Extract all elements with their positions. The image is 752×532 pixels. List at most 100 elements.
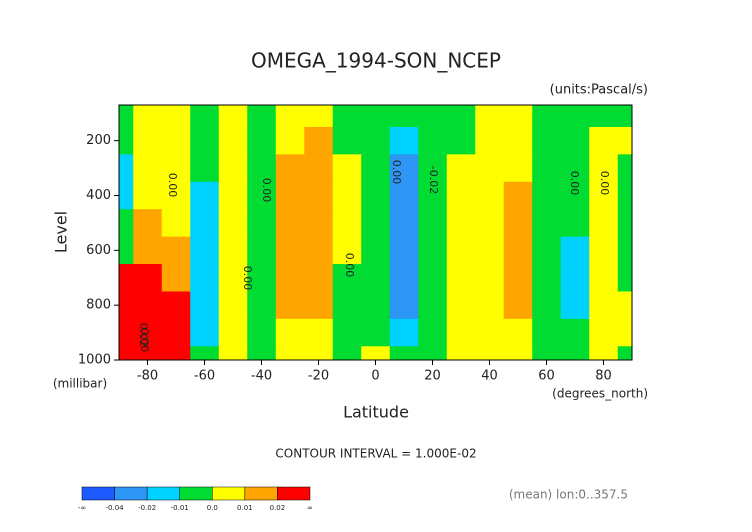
contour-cell bbox=[218, 105, 248, 128]
contour-cell bbox=[133, 318, 163, 347]
contour-cell bbox=[161, 105, 191, 128]
contour-cell bbox=[275, 318, 305, 347]
contour-label: 0.00 bbox=[241, 266, 254, 291]
contour-cell bbox=[190, 105, 220, 128]
contour-cell bbox=[446, 291, 476, 320]
contour-cell bbox=[247, 318, 277, 347]
contour-cell bbox=[332, 264, 362, 292]
contour-cell bbox=[133, 346, 163, 360]
x-tick-label: -20 bbox=[308, 369, 329, 384]
contour-cell bbox=[190, 291, 220, 320]
contour-cell bbox=[247, 236, 277, 265]
contour-cell bbox=[475, 209, 505, 238]
contour-cell bbox=[361, 181, 391, 210]
contour-cell bbox=[332, 236, 362, 265]
y-tick-label: 1000 bbox=[78, 353, 111, 368]
contour-cell bbox=[560, 264, 590, 292]
contour-cell bbox=[304, 154, 334, 183]
contour-cell bbox=[133, 181, 163, 210]
y-tick-label: 400 bbox=[86, 188, 111, 203]
colorbar-label: -0.02 bbox=[138, 504, 156, 512]
x-tick-label: 0 bbox=[371, 369, 379, 384]
colorbar-swatch bbox=[146, 486, 180, 501]
contour-cell bbox=[589, 181, 619, 210]
contour-label: 0.02 bbox=[137, 323, 150, 348]
contour-cell bbox=[119, 209, 134, 238]
colorbar-swatch bbox=[114, 486, 148, 501]
contour-label: 0.00 bbox=[390, 160, 403, 185]
contour-cell bbox=[161, 346, 191, 360]
contour-cell bbox=[218, 264, 248, 292]
contour-cell bbox=[275, 181, 305, 210]
contour-cell bbox=[361, 318, 391, 347]
contour-cell bbox=[418, 154, 448, 183]
contour-cell bbox=[560, 105, 590, 128]
contour-cell bbox=[361, 154, 391, 183]
y-axis-label: Level bbox=[52, 211, 71, 253]
contour-cell bbox=[560, 181, 590, 210]
contour-cell bbox=[218, 181, 248, 210]
x-tick-label: 60 bbox=[538, 369, 555, 384]
contour-cell bbox=[446, 105, 476, 128]
contour-cell bbox=[161, 209, 191, 238]
colorbar-swatch bbox=[81, 486, 115, 501]
contour-cell bbox=[446, 126, 476, 155]
contour-cell bbox=[190, 318, 220, 347]
colorbar-label: 0.0 bbox=[207, 504, 218, 512]
contour-cell bbox=[389, 318, 419, 347]
colorbar-swatch bbox=[244, 486, 278, 501]
contour-cell bbox=[218, 236, 248, 265]
contour-label: 0.00 bbox=[568, 171, 581, 196]
contour-cell bbox=[304, 105, 334, 128]
contour-cell bbox=[275, 154, 305, 183]
contour-cell bbox=[418, 181, 448, 210]
contour-cell bbox=[617, 105, 632, 128]
contour-cell bbox=[190, 346, 220, 360]
contour-cell bbox=[133, 236, 163, 265]
contour-cell bbox=[589, 105, 619, 128]
contour-cell bbox=[617, 346, 632, 360]
colorbar-label: -0.04 bbox=[106, 504, 125, 512]
field bbox=[119, 105, 632, 360]
contour-cell bbox=[503, 209, 533, 238]
x-axis-label: Latitude bbox=[343, 403, 409, 422]
contour-cell bbox=[247, 291, 277, 320]
contour-cell bbox=[119, 181, 134, 210]
contour-cell bbox=[503, 154, 533, 183]
x-tick-label: 20 bbox=[424, 369, 441, 384]
contour-cell bbox=[275, 126, 305, 155]
contour-cell bbox=[418, 105, 448, 128]
contour-cell bbox=[589, 346, 619, 360]
contour-cell bbox=[589, 126, 619, 155]
colorbar-label: 0.01 bbox=[237, 504, 253, 512]
contour-cell bbox=[361, 236, 391, 265]
contour-cell bbox=[532, 291, 562, 320]
colorbar-label: ∞ bbox=[307, 504, 313, 512]
contour-cell bbox=[589, 236, 619, 265]
contour-cell bbox=[475, 154, 505, 183]
contour-cell bbox=[247, 346, 277, 360]
contour-cell bbox=[418, 264, 448, 292]
contour-cell bbox=[133, 209, 163, 238]
contour-cell bbox=[617, 236, 632, 265]
contour-cell bbox=[389, 209, 419, 238]
contour-cell bbox=[418, 318, 448, 347]
contour-cell bbox=[475, 291, 505, 320]
contour-cell bbox=[617, 209, 632, 238]
colorbar-swatch bbox=[179, 486, 213, 501]
contour-cell bbox=[503, 346, 533, 360]
contour-cell bbox=[617, 154, 632, 183]
contour-cell bbox=[475, 181, 505, 210]
contour-cell bbox=[332, 105, 362, 128]
contour-cell bbox=[389, 236, 419, 265]
contour-cell bbox=[446, 154, 476, 183]
contour-label: 0.00 bbox=[166, 173, 179, 198]
contour-cell bbox=[560, 346, 590, 360]
contour-cell bbox=[161, 318, 191, 347]
contour-cell bbox=[503, 105, 533, 128]
contour-cell bbox=[275, 236, 305, 265]
contour-cell bbox=[304, 181, 334, 210]
contour-cell bbox=[332, 209, 362, 238]
contour-cell bbox=[560, 209, 590, 238]
units: (units:Pascal/s) bbox=[550, 83, 648, 98]
